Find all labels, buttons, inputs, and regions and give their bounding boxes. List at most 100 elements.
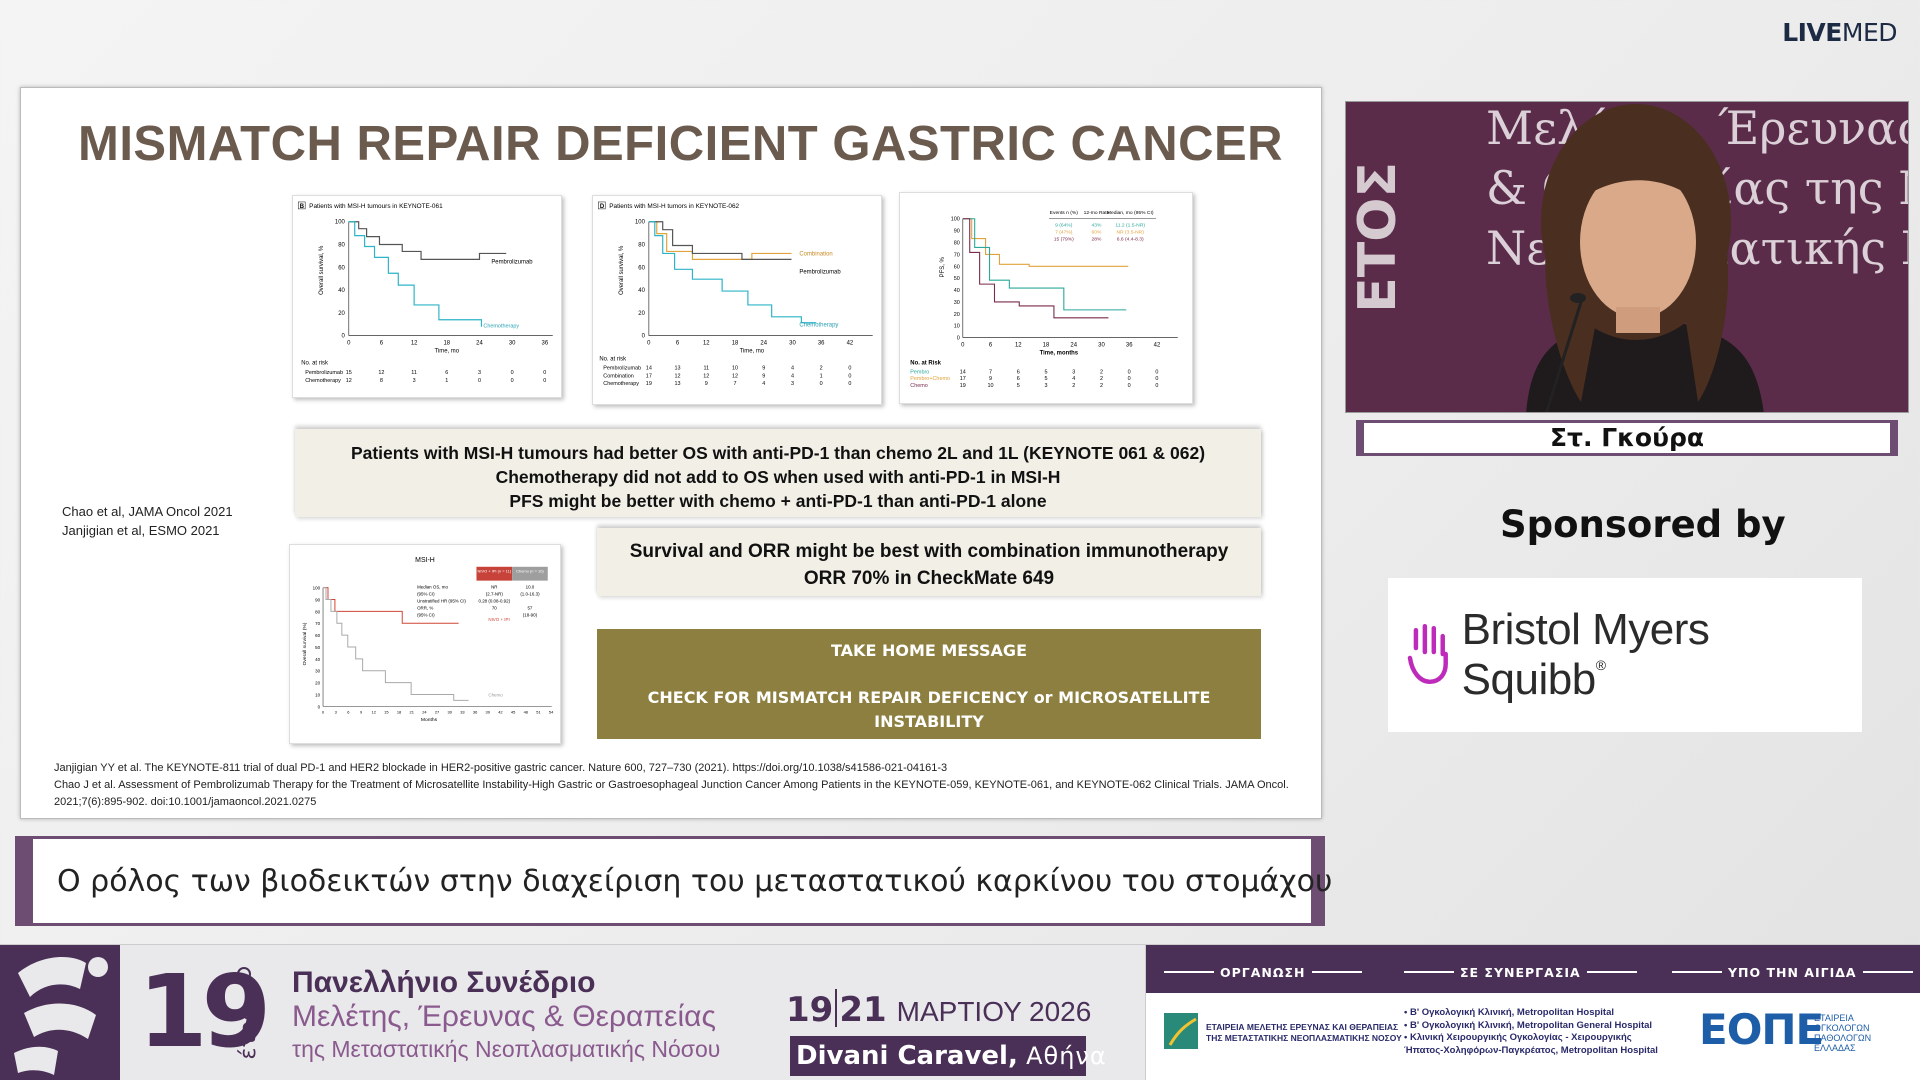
svg-text:27: 27 <box>435 709 439 714</box>
series-label: Chemotherapy <box>799 323 838 329</box>
svg-text:0: 0 <box>848 373 851 379</box>
y-tick: 20 <box>954 312 960 318</box>
svg-text:9: 9 <box>705 381 708 387</box>
svg-text:0: 0 <box>322 709 325 714</box>
svg-text:2: 2 <box>820 365 823 371</box>
y-tick: 40 <box>338 288 345 294</box>
x-tick: 6 <box>676 341 680 347</box>
svg-text:24: 24 <box>422 709 427 714</box>
x-tick: 18 <box>443 341 450 347</box>
svg-text:(95% CI): (95% CI) <box>417 612 435 617</box>
table-header: Events n (%) <box>1050 210 1079 216</box>
km-curve-pembrolizumab <box>648 221 792 260</box>
sponsor-name: Bristol Myers Squibb <box>1461 605 1710 704</box>
svg-text:2: 2 <box>1100 383 1103 389</box>
svg-text:11: 11 <box>703 365 709 371</box>
y-tick: 20 <box>338 311 345 317</box>
svg-text:0: 0 <box>1155 376 1158 382</box>
svg-text:4: 4 <box>791 373 794 379</box>
congress-etos: έτος <box>236 1008 261 1060</box>
km-curve-nivo-ipi <box>323 587 459 624</box>
svg-text:0: 0 <box>318 704 321 709</box>
talk-title-bar: Ο ρόλος των βιοδεικτών στην διαχείριση τ… <box>15 836 1332 926</box>
svg-text:3: 3 <box>1072 369 1075 375</box>
congress-logo-icon <box>0 945 120 1080</box>
y-tick: 0 <box>642 334 646 340</box>
y-tick: 20 <box>638 311 645 317</box>
y-tick: 0 <box>342 334 346 340</box>
risk-row-label: Chemotherapy <box>603 381 639 387</box>
x-tick: 30 <box>789 341 796 347</box>
svg-text:45: 45 <box>511 709 516 714</box>
svg-text:11: 11 <box>411 370 417 376</box>
series-label: Chemo <box>488 692 503 697</box>
x-tick: 42 <box>1154 343 1161 349</box>
organization-logo-icon <box>1164 1013 1198 1049</box>
svg-text:7: 7 <box>734 381 737 387</box>
svg-text:0: 0 <box>543 378 546 384</box>
km-curve-pembrolizumab <box>348 221 507 260</box>
km-plot-keynote-061: B Patients with MSI-H tumours in KEYNOTE… <box>292 195 562 398</box>
svg-text:9: 9 <box>360 709 363 714</box>
x-tick: 18 <box>732 341 739 347</box>
plot-title: Patients with MSI-H tumours in KEYNOTE-0… <box>309 203 443 210</box>
svg-text:1: 1 <box>820 373 823 379</box>
x-axis-label: Time, months <box>1040 350 1079 356</box>
y-tick: 100 <box>635 220 646 226</box>
y-tick: 100 <box>335 220 346 226</box>
svg-text:57: 57 <box>527 605 532 610</box>
svg-text:6: 6 <box>1017 369 1020 375</box>
svg-text:3: 3 <box>1044 383 1047 389</box>
km-curve-chemo <box>962 218 1109 319</box>
x-tick: 6 <box>380 341 384 347</box>
risk-row-label: Chemo <box>910 383 928 389</box>
svg-text:0: 0 <box>543 370 546 376</box>
svg-text:13: 13 <box>675 365 681 371</box>
svg-text:51: 51 <box>536 709 540 714</box>
svg-text:3: 3 <box>335 709 338 714</box>
svg-text:15: 15 <box>346 370 352 376</box>
km-curve-pembro-chemo <box>962 218 1129 267</box>
km-plot-checkmate-649: MSI-H NIVO + IPI (n = 11) Chemo (n = 10)… <box>289 544 561 744</box>
x-tick: 30 <box>509 341 516 347</box>
eope-logo: ΕΟΠΕ <box>1699 1005 1824 1054</box>
svg-text:15: 15 <box>384 709 389 714</box>
series-label: Combination <box>799 251 832 257</box>
panel-letter: D <box>600 204 605 210</box>
svg-text:10: 10 <box>987 383 993 389</box>
svg-text:3: 3 <box>413 378 416 384</box>
svg-text:0: 0 <box>1155 369 1158 375</box>
svg-text:17: 17 <box>646 373 652 379</box>
svg-text:33: 33 <box>460 709 465 714</box>
svg-text:(1.0-16.3): (1.0-16.3) <box>520 591 540 596</box>
x-tick: 42 <box>847 341 854 347</box>
svg-text:12: 12 <box>372 709 376 714</box>
plot-title: MSI-H <box>415 557 435 564</box>
y-axis-label: Overall survival, % <box>619 245 625 295</box>
risk-table-header: No. at risk <box>599 356 626 362</box>
collaboration-title: ΣΕ ΣΥΝΕΡΓΑΣΙΑ <box>1398 965 1643 980</box>
km-plot-keynote-062: D Patients with MSI-H tumors in KEYNOTE-… <box>592 195 882 405</box>
risk-row-label: Pembro <box>910 369 929 375</box>
congress-title: Πανελλήνιο Συνέδριο Μελέτης, Έρευνας & Θ… <box>292 966 721 1062</box>
bms-hand-icon <box>1407 624 1448 685</box>
organization-title: ΟΡΓΑΝΩΣΗ <box>1158 965 1368 980</box>
svg-text:9: 9 <box>989 376 992 382</box>
svg-text:11.2 (1.5-NR): 11.2 (1.5-NR) <box>1115 223 1145 229</box>
svg-text:0: 0 <box>511 370 514 376</box>
svg-text:19: 19 <box>646 381 652 387</box>
x-tick: 36 <box>542 341 549 347</box>
svg-text:6.6 (4.4-8.3): 6.6 (4.4-8.3) <box>1117 237 1144 243</box>
x-axis-label: Time, mo <box>740 348 765 354</box>
panel-letter: B <box>300 204 305 210</box>
svg-text:14: 14 <box>646 365 652 371</box>
svg-text:(18-90): (18-90) <box>523 612 538 617</box>
svg-text:30: 30 <box>448 709 453 714</box>
svg-text:13: 13 <box>675 381 681 387</box>
svg-text:30: 30 <box>315 669 320 674</box>
svg-text:70: 70 <box>492 605 497 610</box>
svg-text:12: 12 <box>378 370 384 376</box>
x-tick: 36 <box>1126 343 1133 349</box>
risk-row-label: Chemotherapy <box>305 378 341 384</box>
svg-text:5: 5 <box>1017 383 1020 389</box>
